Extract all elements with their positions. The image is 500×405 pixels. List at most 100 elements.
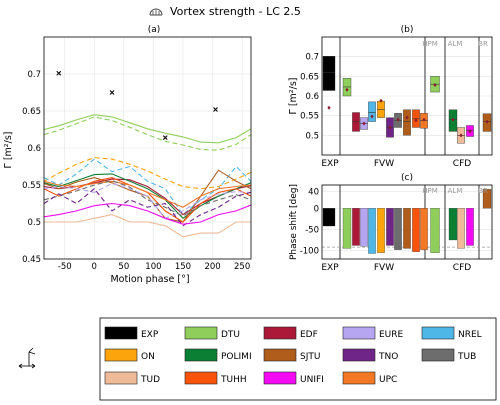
panel-a-xtick-label: -50 [58, 262, 72, 272]
legend-label-eure: EURE [379, 330, 404, 340]
panel-a-xtick-label: 150 [175, 262, 191, 272]
series-line-on [43, 157, 252, 190]
panel-c-ticks: -100 -50 0 40 HPM ALM BR EXP FVW CFD [300, 187, 488, 273]
series-line-tud [44, 214, 251, 238]
panel-a-ytick-label: 0.55 [22, 181, 41, 191]
panel-a-frame [43, 36, 252, 260]
series-line-upc [43, 180, 252, 208]
panel-a-xtick-label: 200 [204, 262, 220, 272]
bar-tud [457, 208, 465, 249]
panel-a-xtick-label: 0 [92, 262, 97, 272]
panel-c-ytick-label: -100 [300, 247, 319, 257]
panel-b-group-label: CFD [453, 159, 471, 169]
series-line-tub [43, 180, 252, 217]
legend-swatch-eure [342, 326, 376, 340]
panel-a-xlabel: Motion phase [°] [110, 274, 189, 285]
panel-c-group-label: CFD [453, 263, 471, 273]
series-line-unifi [43, 202, 252, 225]
legend-swatch-tub [421, 348, 455, 362]
legend-swatch-tud [104, 371, 138, 385]
legend-swatch-unifi [263, 371, 297, 385]
legend-label-polimi: POLIMI [221, 352, 252, 362]
panel-b: (b) 0.5 0.55 0.6 0.65 0.7 HPM ALM BR EXP FVW CFD Γ… [288, 25, 493, 169]
legend-label-tuhh: TUHH [220, 375, 247, 385]
bar-unifi [466, 208, 474, 246]
panel-c-ytick-label: -50 [305, 225, 319, 235]
bar-tub [394, 208, 402, 250]
panel-a-ytick-label: 0.65 [22, 107, 41, 117]
panel-c-frame [321, 184, 493, 260]
panel-a-ytick-label: 0.5 [27, 218, 41, 228]
panel-b-label: (b) [401, 25, 414, 35]
panel-c-method-label: BR [478, 187, 488, 195]
bar-sjtu [403, 208, 411, 249]
motion-sketch-icon [18, 347, 36, 369]
panel-c-bars [322, 189, 492, 254]
box-marker [354, 119, 358, 124]
bar-dtu [342, 208, 352, 249]
panel-a-xtick-label: 100 [145, 262, 161, 272]
legend-label-dtu: DTU [221, 330, 240, 340]
panel-c-ylabel: Phase shift [deg] [289, 184, 299, 260]
legend-label-unifi: UNIFI [300, 375, 324, 385]
panel-c-group-label: EXP [321, 263, 339, 273]
panel-a: (a) -50 0 50 100 150 200 250 0.45 0.5 0.55 0.6 0.65… [3, 25, 252, 285]
legend-label-sjtu: SJTU [300, 352, 320, 362]
panel-a-xtick-label: 50 [118, 262, 129, 272]
legend-swatch-polimi [184, 348, 218, 362]
panel-c-label: (c) [401, 173, 413, 183]
box-marker [451, 117, 455, 122]
series-line-eure [43, 182, 252, 219]
panel-a-lines [43, 114, 252, 238]
panel-c-ytick-label: 40 [308, 187, 319, 197]
exp-marker [213, 107, 218, 112]
panel-c-method-label: HPM [422, 187, 438, 195]
panel-b-method-label: HPM [422, 40, 438, 48]
panel-a-xtick-label: 250 [234, 262, 250, 272]
panel-a-ticks: -50 0 50 100 150 200 250 0.45 0.5 0.55 0.6 0.65 0.7 [22, 70, 250, 272]
bar-upc [420, 208, 428, 250]
legend-swatch-exp [104, 326, 138, 340]
legend-label-nrel: NREL [458, 330, 482, 340]
panel-c-ytick-label: 0 [314, 204, 319, 214]
legend-label-upc: UPC [379, 375, 397, 385]
bar-polimi [448, 208, 458, 241]
series-line-polimi [43, 173, 252, 220]
legend-swatch-nrel [421, 326, 455, 340]
panel-a-markers [56, 70, 218, 141]
legend-swatch-tuhh [184, 371, 218, 385]
panel-b-ylabel: Γ [m²/s] [288, 78, 299, 115]
box-marker [379, 98, 383, 103]
box-marker [388, 125, 392, 130]
panel-a-grid [44, 37, 251, 260]
bar-dtu [430, 208, 440, 253]
series-line-dtu [43, 116, 252, 151]
figure-title: Vortex strength - LC 2.5 [170, 5, 301, 18]
panel-b-ytick-label: 0.65 [300, 72, 319, 82]
panel-a-ytick-label: 0.6 [27, 144, 41, 154]
bar-sjtu [482, 189, 492, 209]
bar-exp [322, 208, 336, 227]
panel-b-method-label: ALM [448, 40, 463, 48]
box-marker [422, 117, 426, 122]
box-marker [414, 118, 418, 123]
turbine-icon [149, 8, 163, 16]
box-marker [459, 133, 463, 138]
panel-b-ytick-label: 0.55 [300, 112, 319, 122]
legend-label-exp: EXP [141, 330, 159, 340]
box-nrel [368, 101, 376, 122]
panel-c-method-label: ALM [448, 187, 463, 195]
panel-b-ytick-label: 0.6 [305, 92, 319, 102]
panel-b-ytick-label: 0.7 [305, 53, 319, 63]
legend-label-edf: EDF [300, 330, 318, 340]
box-marker [370, 114, 374, 119]
series-line-dtu [43, 114, 252, 144]
panel-b-ytick-label: 0.5 [305, 131, 319, 141]
legend-swatch-on [104, 348, 138, 362]
bar-nrel [368, 208, 376, 254]
box-marker [396, 117, 400, 122]
box-marker [362, 121, 366, 126]
panel-a-ytick-label: 0.45 [22, 255, 41, 265]
panel-b-frame [321, 36, 493, 156]
